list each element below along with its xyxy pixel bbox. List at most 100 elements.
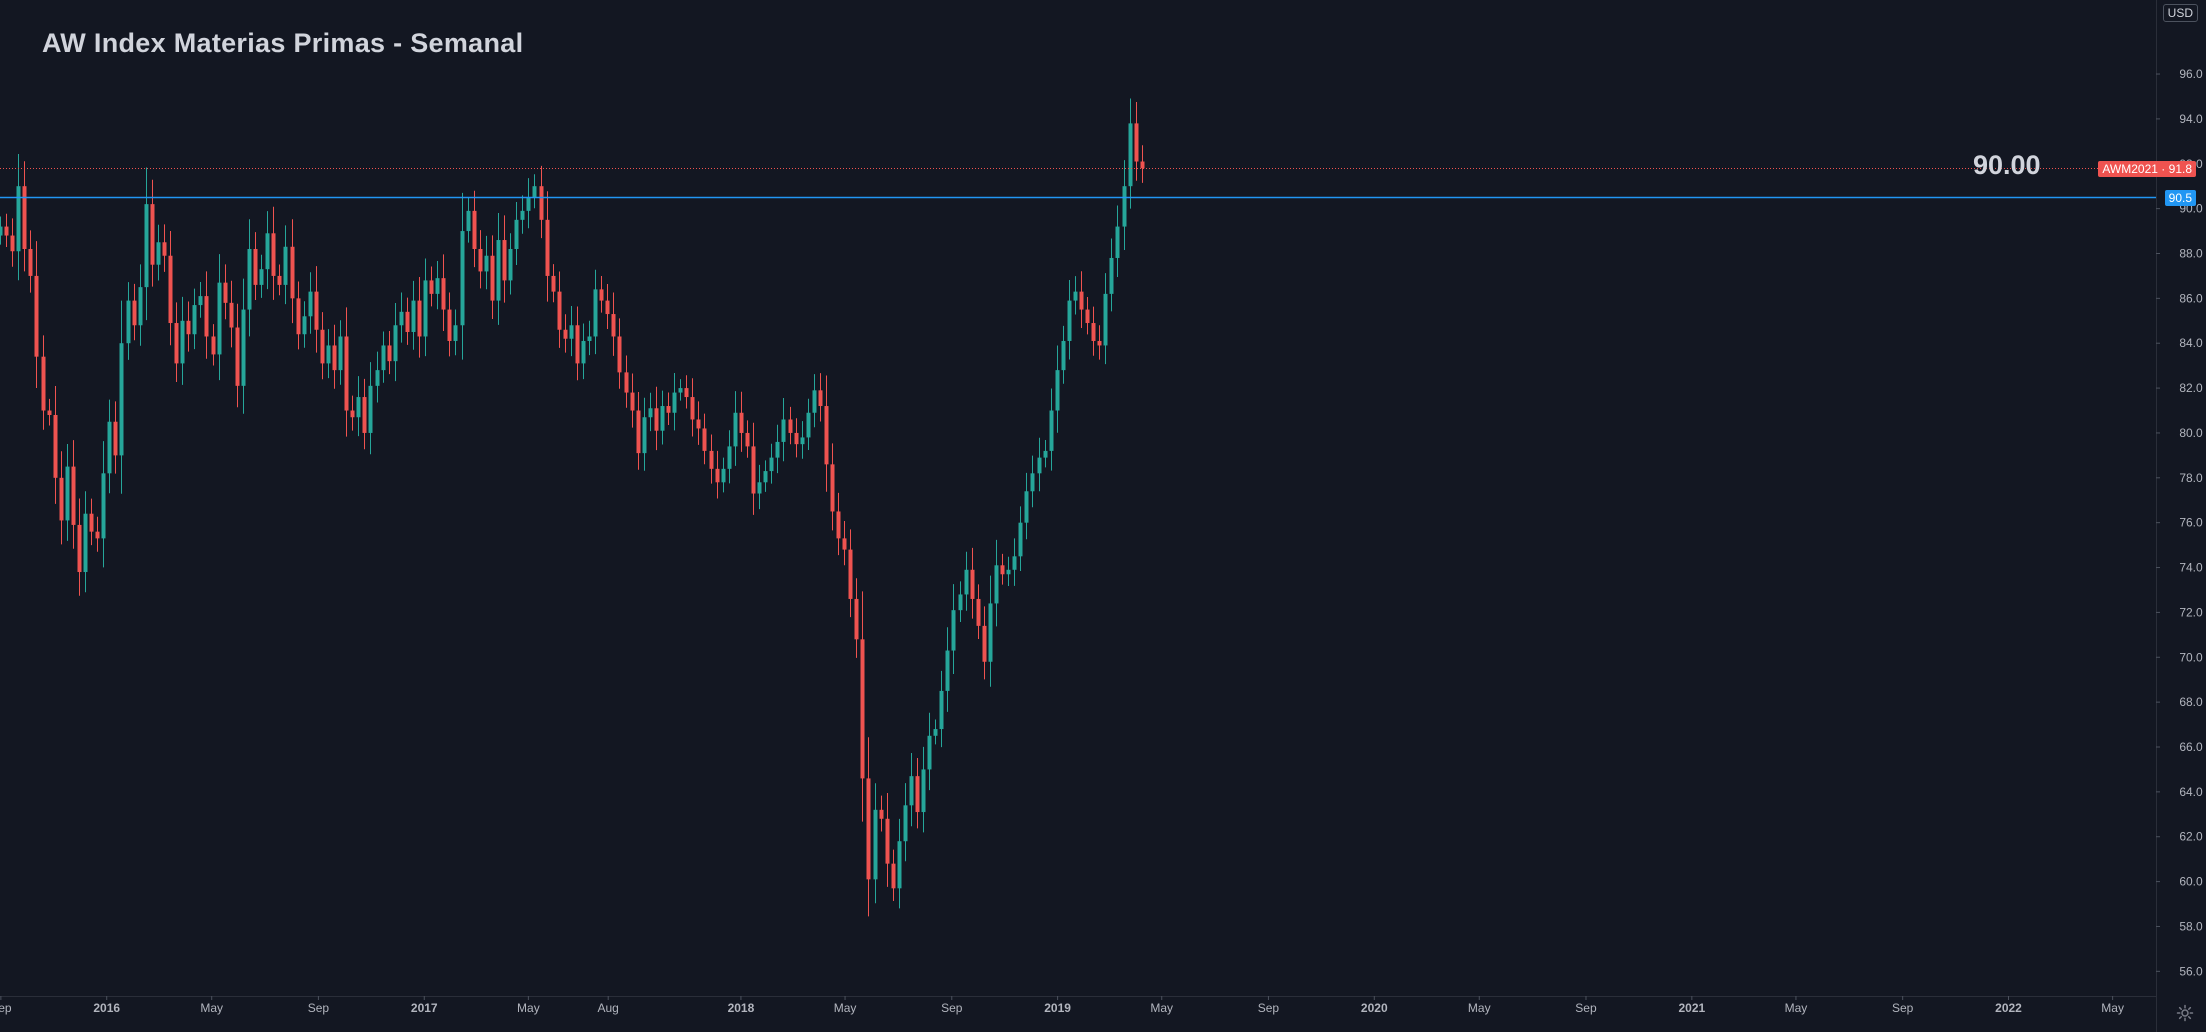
candle: [915, 757, 920, 829]
candle-body: [387, 345, 392, 362]
candle-body: [1055, 370, 1060, 411]
candle-body: [405, 311, 410, 332]
candle: [545, 191, 550, 302]
candle-body: [660, 406, 665, 431]
x-tick-label: May: [2101, 1001, 2124, 1015]
candle-body: [162, 242, 167, 256]
currency-button[interactable]: USD: [2162, 4, 2198, 22]
candle: [83, 491, 88, 593]
candle-body: [1018, 522, 1023, 557]
candle: [247, 219, 252, 337]
candle-body: [10, 235, 15, 252]
candle: [1079, 271, 1084, 328]
candle: [1030, 455, 1035, 508]
candle-body: [866, 778, 871, 880]
candle-body: [654, 408, 659, 431]
x-tick-label: 2019: [1044, 1001, 1071, 1015]
candle-body: [563, 329, 568, 339]
candle-body: [65, 466, 70, 521]
candle: [423, 258, 428, 357]
x-tick-label: May: [1785, 1001, 1808, 1015]
x-tick-label: 2020: [1361, 1001, 1388, 1015]
candle: [624, 355, 629, 408]
candle-body: [611, 314, 616, 337]
candle: [630, 373, 635, 428]
candle: [648, 392, 653, 432]
candle: [769, 443, 774, 484]
candle: [277, 264, 282, 296]
candle: [702, 413, 707, 465]
candle-body: [119, 343, 124, 456]
candle: [472, 190, 477, 268]
candle-body: [283, 246, 288, 285]
candle: [569, 305, 574, 357]
candle: [180, 296, 185, 385]
candle-body: [854, 598, 859, 640]
candle: [1055, 345, 1060, 433]
candle-body: [1115, 226, 1120, 258]
candle: [156, 224, 161, 281]
candle-body: [757, 482, 762, 494]
y-tick-label: 96.0: [2179, 67, 2203, 81]
y-tick-label: 78.0: [2179, 471, 2203, 485]
candle: [47, 398, 52, 426]
candle: [59, 451, 64, 545]
candle: [381, 331, 386, 383]
candle-body: [520, 210, 525, 220]
candle: [229, 280, 234, 348]
candle: [970, 547, 975, 619]
candle-body: [478, 249, 483, 272]
candle: [113, 401, 118, 474]
candle: [65, 443, 70, 541]
candle: [314, 266, 319, 353]
candle-body: [344, 336, 349, 411]
symbol-label: AWM2021: [2102, 161, 2158, 176]
candle-body: [781, 419, 786, 442]
candle: [1067, 279, 1072, 360]
gear-icon[interactable]: [2176, 1004, 2194, 1022]
candle: [28, 230, 33, 293]
candle: [259, 254, 264, 298]
candle: [678, 379, 683, 401]
candle-body: [0, 226, 3, 236]
candle-body: [1006, 569, 1011, 575]
candle: [508, 233, 513, 295]
horizontal-line-price-tag: 90.5: [2164, 189, 2196, 206]
candle: [690, 378, 695, 437]
levels-layer: [0, 168, 2156, 199]
candle: [539, 165, 544, 239]
candle-body: [320, 329, 325, 364]
candle: [672, 372, 677, 431]
x-tick-label: May: [834, 1001, 857, 1015]
x-tick-label: May: [1468, 1001, 1491, 1015]
candle: [1018, 506, 1023, 571]
candle: [739, 391, 744, 452]
candle-body: [624, 372, 629, 393]
y-tick-label: 84.0: [2179, 336, 2203, 350]
candle: [666, 392, 671, 425]
candle-body: [715, 468, 720, 483]
candle-body: [41, 356, 46, 411]
candle-body: [1091, 323, 1096, 341]
candle: [842, 520, 847, 566]
candle-body: [848, 549, 853, 599]
candle-body: [794, 432, 799, 445]
candle-body: [696, 419, 701, 429]
candle: [879, 795, 884, 832]
candle-body: [721, 468, 726, 483]
candle: [460, 192, 465, 360]
candle: [593, 269, 598, 355]
candle: [611, 292, 616, 356]
candle: [818, 373, 823, 422]
candle: [89, 498, 94, 546]
candle-body: [587, 336, 592, 341]
candle-body: [198, 296, 203, 306]
candle: [387, 330, 392, 375]
candle-body: [690, 397, 695, 420]
candle-body: [101, 473, 106, 539]
level-annotation[interactable]: 90.00: [1973, 150, 2041, 180]
candle-body: [107, 421, 112, 474]
candle-body: [156, 242, 161, 265]
candle-body: [399, 311, 404, 326]
